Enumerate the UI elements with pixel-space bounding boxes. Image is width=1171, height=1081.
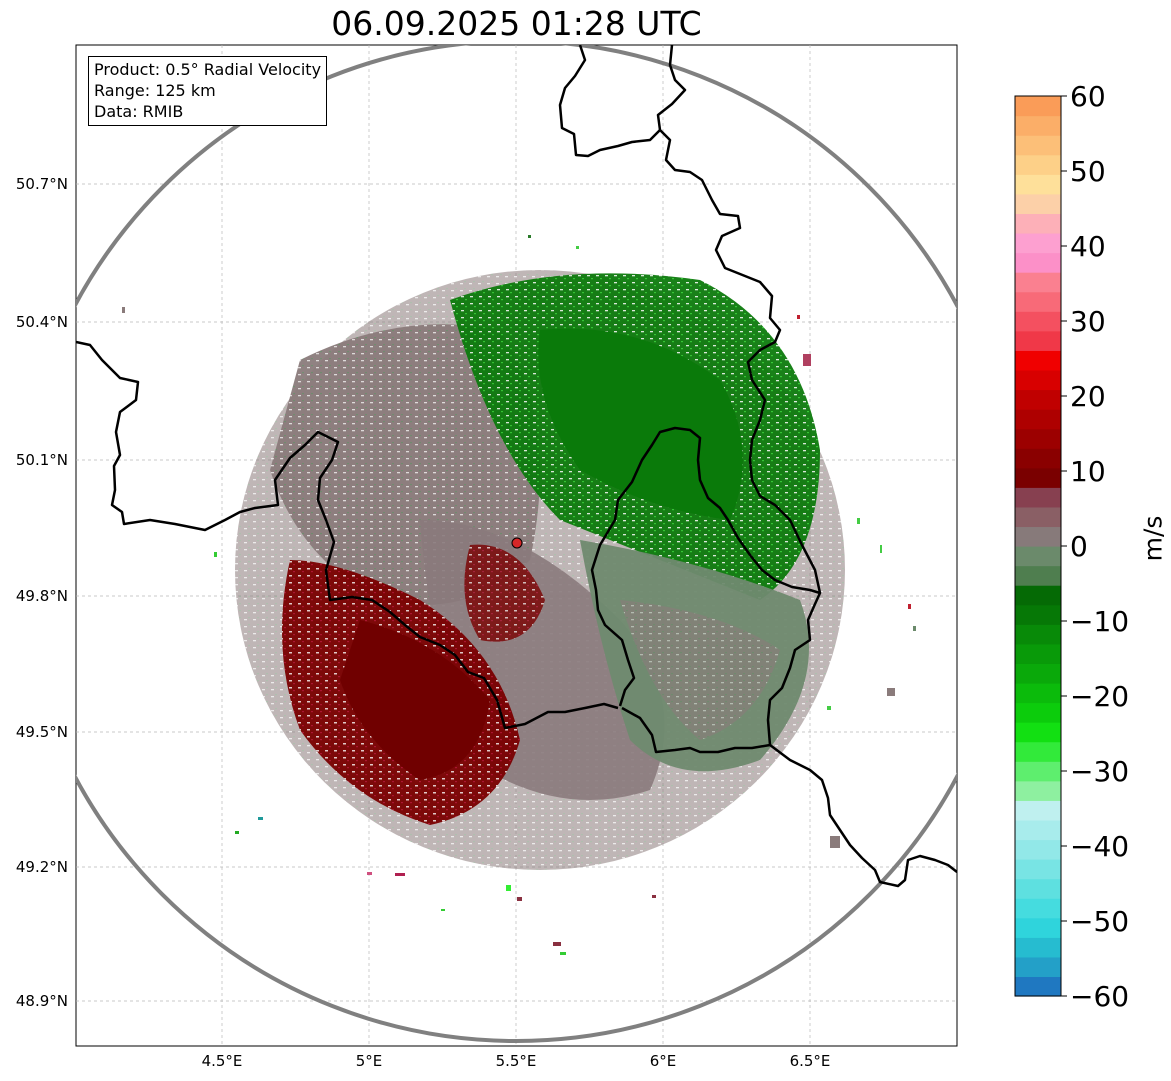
data-source-text: Data: RMIB <box>94 102 184 121</box>
info-box: Product: 0.5° Radial Velocity Range: 125… <box>88 56 328 126</box>
scattered-echoes <box>122 235 916 955</box>
longitude-labels: 4.5°E 5°E 5.5°E 6°E 6.5°E <box>202 1052 831 1070</box>
lon-label: 5°E <box>356 1052 383 1070</box>
lat-label: 48.9°N <box>16 992 68 1010</box>
lat-label: 49.2°N <box>16 858 68 876</box>
radar-echoes <box>235 270 845 870</box>
map-title: 06.09.2025 01:28 UTC <box>331 4 702 43</box>
country-borders <box>76 45 957 888</box>
product-text: Product: 0.5° Radial Velocity <box>94 60 322 79</box>
lat-label: 50.4°N <box>16 313 68 331</box>
lon-label: 6°E <box>650 1052 677 1070</box>
lat-label: 50.1°N <box>16 451 68 469</box>
lon-label: 4.5°E <box>202 1052 243 1070</box>
range-ring <box>76 45 957 1043</box>
lat-label: 49.5°N <box>16 723 68 741</box>
lon-label: 6.5°E <box>790 1052 831 1070</box>
range-text: Range: 125 km <box>94 81 216 100</box>
radar-site-marker <box>511 537 523 549</box>
lon-label: 5.5°E <box>496 1052 537 1070</box>
colorbar-unit-label: m/s <box>1138 515 1168 562</box>
lat-label: 50.7°N <box>16 175 68 193</box>
latitude-labels: 50.7°N 50.4°N 50.1°N 49.8°N 49.5°N 49.2°… <box>16 175 68 1010</box>
lat-label: 49.8°N <box>16 587 68 605</box>
